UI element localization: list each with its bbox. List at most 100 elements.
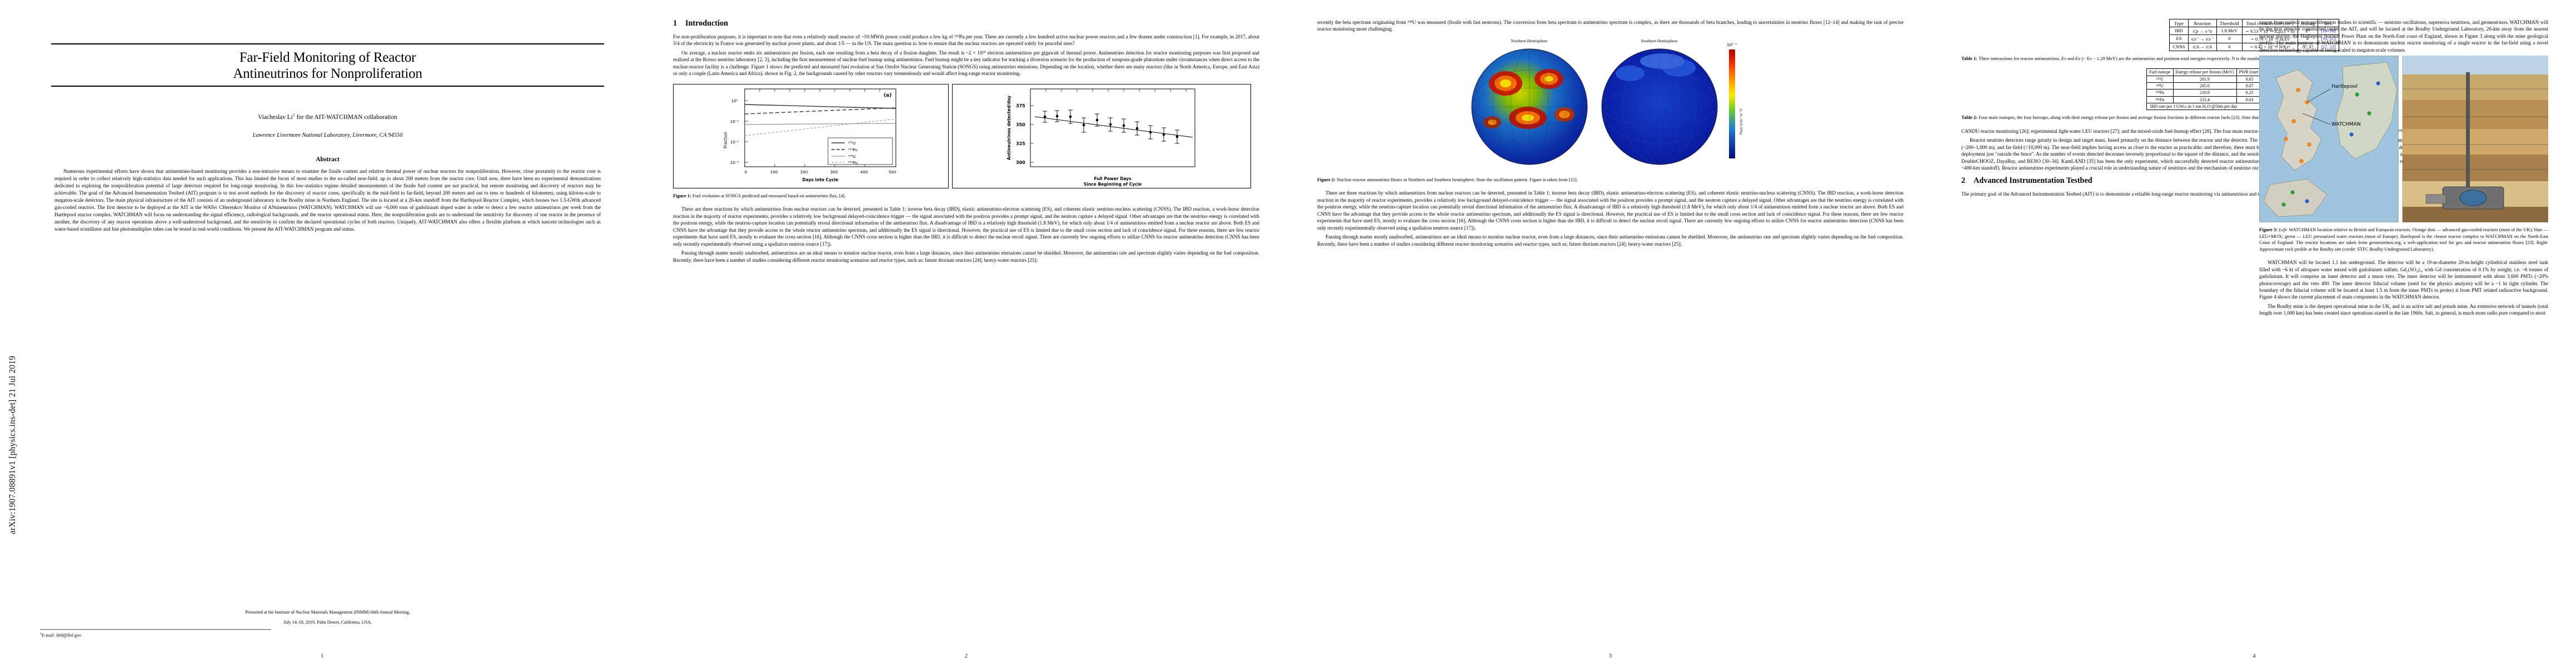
table-2-r2-c2: 0.25 [2236,89,2263,97]
table-2-r1-c0: ²³⁸U [2146,82,2174,90]
table-1-r0-ref[interactable]: [18–20] [2318,27,2339,36]
figure-2-caption-text: Nuclear reactor antineutrino fluxes in N… [1337,176,1578,182]
testbed-paragraph-4: The Boulby mine is the deepest operation… [2259,303,2548,316]
map-label-watchman: WATCHMAN [2331,122,2361,127]
page-number-1: 1 [321,653,323,659]
page-1-footer: Presented at the Institute of Nuclear Ma… [40,609,615,638]
intro-paragraph-4: Passing through matter mostly unabsorbed… [673,250,1259,263]
author-line: Viacheslav Li1 for the AIT-WATCHMAN coll… [40,112,615,121]
intro-paragraph-3: There are three reactions by which antin… [673,206,1259,247]
figure-1-caption-text: Fuel evolution at SONGS predicted and me… [692,192,846,198]
table-1-r1-type: ES [2169,34,2189,43]
table-2-col-fuel: Fuel isotope [2146,68,2174,76]
figure-3-caption-lead: Left: [2279,227,2288,233]
figure-2-label: Figure 2: [1317,176,1336,182]
presented-line-2: July 14–18, 2019, Palm Desert, Californi… [283,619,372,625]
table-1-r0-threshold: 1.8 MeV [2216,27,2243,36]
email-footnote-marker: 1 [40,633,42,636]
svg-text:Days into Cycle: Days into Cycle [803,177,839,182]
table-1-label: Table 1: [1961,55,1977,61]
table-2-r0-c1: 201.9 [2173,75,2237,83]
title-line-2: Antineutrinos for Nonproliferation [233,66,422,82]
title-rule-top [51,43,604,44]
svg-text:100: 100 [770,170,778,175]
geology-profile [2402,56,2548,223]
globe-northern-svg [1471,48,1587,165]
page-number-4: 4 [2253,653,2256,659]
fuel-evolution-plot: 10⁻³ 10⁻² 10⁻¹ 10⁰ ²³⁵U ²³⁹Pu [723,88,896,182]
svg-text:Full Power Days: Full Power Days [1094,176,1132,181]
svg-text:²³⁵U: ²³⁵U [848,141,856,146]
table-2-col-energy: Energy release per fission (MeV) [2173,68,2237,76]
intro-paragraph-1: For non-proliferation purposes, it is im… [673,34,1259,47]
svg-text:10⁻¹: 10⁻¹ [730,120,739,124]
intro-paragraph-5: recently the beta spectrum originating f… [1317,19,1904,32]
figure-3-label: Figure 3: [2259,227,2278,233]
globe-southern: Southern Hemisphere [1596,38,1723,172]
table-1-r2-xsec: ∼ 0.42 × 10⁻⁴⁴ N²Eν² [2241,42,2298,51]
table-2-r2-c0: ²³⁹Pu [2146,89,2174,97]
figure-1-label: Figure 1: [673,192,691,198]
figure-1-panel-a: 10⁻³ 10⁻² 10⁻¹ 10⁰ ²³⁵U ²³⁹Pu [673,83,949,188]
title-line-1: Far-Field Monitoring of Reactor [239,50,416,65]
svg-text:375: 375 [1016,103,1025,108]
testbed-paragraph-3: WATCHMAN will be located 1.1 km undergro… [2259,260,2548,300]
svg-text:300: 300 [830,170,838,175]
svg-text:10⁻²: 10⁻² [730,140,739,145]
table-2-caption-text: Four main isotopes, the four burnups, al… [1979,115,2343,121]
table-1-r2-ref[interactable]: [17, 22] [2318,42,2339,51]
table-2-r0-c0: ²³⁵U [2146,75,2174,83]
svg-text:200: 200 [800,170,808,175]
svg-text:10⁻³: 10⁻³ [730,161,739,165]
page-title: Far-Field Monitoring of Reactor Antineut… [46,49,610,82]
page-number-3: 3 [1609,653,1612,659]
table-row: CNNS ν̄ₑA → ν̄ₑA 0 ∼ 0.42 × 10⁻⁴⁴ N²Eν² … [2169,42,2339,51]
affiliation: Lawrence Livermore National Laboratory, … [252,132,403,139]
svg-text:²³⁹Pu: ²³⁹Pu [848,148,858,152]
section-heading-introduction: 1 Introduction [673,19,1259,28]
table-2-label: Table 2: [1961,115,1977,121]
intro-paragraph-2: On average, a nuclear reactor emits six … [673,49,1259,77]
table-2-r3-c0: ²⁴¹Pu [2146,96,2174,104]
table-1-col-type: Type [2169,18,2189,28]
svg-text:400: 400 [860,170,868,175]
table-1-r0-type: IBD [2169,27,2189,36]
section-title-1: Introduction [685,19,728,28]
table-1-caption: Table 1: Three interactions for reactor … [1961,56,2547,62]
testbed-paragraph-1: The primary goal of the Advanced Instrum… [1961,191,2345,197]
figure-1-caption: Figure 1: Fuel evolution at SONGS predic… [673,193,1259,199]
table-1-col-reaction: Reaction [2188,18,2217,28]
globe-northern: Northern Hemisphere [1466,38,1593,172]
section-heading-testbed: 2 Advanced Instrumentation Testbed [1961,176,2547,186]
globe-southern-svg [1601,48,1717,165]
svg-text:0: 0 [745,170,747,175]
globe-southern-title: Southern Hemisphere [1641,38,1678,43]
reactor-markers [2281,81,2380,207]
table-1-r2-threshold: 0 [2216,42,2243,51]
table-1-r2-type: CNNS [2169,42,2189,51]
abstract-text: Numerous experimental efforts have shown… [54,168,601,232]
table-1-r2-reaction: ν̄ₑA → ν̄ₑA [2188,42,2217,51]
author-collab: for the AIT-WATCHMAN collaboration [296,113,397,121]
author-footnote-marker[interactable]: 1 [292,112,295,117]
section-number-1: 1 [673,19,677,28]
email-footnote: 1E-mail: li68@llnl.gov [40,630,615,638]
map-france [2263,179,2328,217]
figure-1-panel-b: 375 350 325 300 Antineutrinos detected/d… [951,83,1251,188]
figure-2-caption: Figure 2: Nuclear reactor antineutrino f… [1317,177,1904,183]
figure-3-caption-text: WATCHMAN location relative to British an… [2259,227,2548,252]
table-2-col-pwr-start: PWR (start) [2236,68,2263,76]
figure-3-svg: Hartlepool WATCHMAN [2259,56,2548,223]
intro-paragraph-3b: There are three reactions by which antin… [1317,190,1904,231]
intro-paragraph-7: Reactor neutrino detectors range greatly… [1961,137,2547,171]
arxiv-stamp: arXiv:1907.08891v1 [physics.ins-det] 21 … [8,356,17,535]
page-number-2: 2 [965,653,968,659]
svg-text:Fraction: Fraction [723,132,728,148]
svg-text:10⁰: 10⁰ [731,99,738,103]
intro-paragraph-4b: Passing through matter mostly unabsorbed… [1317,234,1904,247]
figure-2: Northern Hemisphere [1317,38,1904,172]
page-1: arXiv:1907.08891v1 [physics.ins-det] 21 … [0,0,644,667]
figure-1-panel-a-tag: (a) [884,93,891,98]
table-1-caption-text: Three interactions for reactor antineutr… [1978,55,2317,61]
